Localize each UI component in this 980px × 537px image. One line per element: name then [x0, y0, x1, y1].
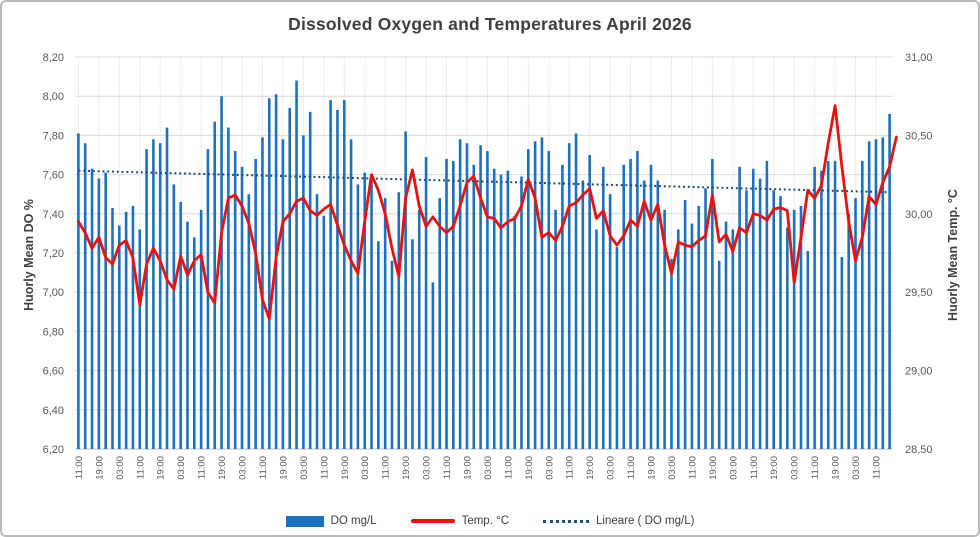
legend-label-temp: Temp. °C — [461, 515, 509, 527]
svg-text:03:00: 03:00 — [422, 456, 433, 480]
legend: DO mg/L Temp. °C Lineare ( DO mg/L) — [2, 515, 978, 527]
legend-label-do: DO mg/L — [330, 515, 377, 527]
svg-text:7,60: 7,60 — [43, 170, 64, 182]
svg-text:29,00: 29,00 — [905, 366, 933, 378]
do-bars — [77, 80, 891, 450]
svg-text:11:00: 11:00 — [871, 456, 882, 479]
svg-text:8,00: 8,00 — [43, 91, 64, 103]
svg-text:29,50: 29,50 — [905, 287, 933, 299]
svg-text:11:00: 11:00 — [749, 456, 760, 479]
svg-text:11:00: 11:00 — [810, 456, 821, 479]
chart-title: Dissolved Oxygen and Temperatures April … — [288, 14, 692, 34]
svg-text:03:00: 03:00 — [115, 456, 126, 480]
svg-text:03:00: 03:00 — [360, 456, 371, 480]
svg-text:19:00: 19:00 — [278, 456, 289, 480]
horizontal-gridlines — [75, 56, 893, 450]
legend-item-do: DO mg/L — [285, 515, 377, 527]
svg-text:7,20: 7,20 — [43, 248, 64, 260]
svg-text:6,40: 6,40 — [43, 405, 64, 417]
svg-text:11:00: 11:00 — [626, 456, 637, 479]
right-tick-labels: 31,00 30,50 30,00 29,50 29,00 28,50 — [905, 52, 933, 456]
svg-text:03:00: 03:00 — [299, 456, 310, 480]
svg-text:30,50: 30,50 — [905, 130, 933, 142]
svg-text:11:00: 11:00 — [565, 456, 576, 479]
svg-text:03:00: 03:00 — [483, 456, 494, 480]
svg-text:28,50: 28,50 — [905, 444, 933, 456]
svg-text:19:00: 19:00 — [217, 456, 228, 480]
svg-text:19:00: 19:00 — [769, 456, 780, 480]
svg-text:19:00: 19:00 — [462, 456, 473, 480]
svg-text:11:00: 11:00 — [197, 456, 208, 479]
svg-text:19:00: 19:00 — [831, 456, 842, 480]
svg-text:03:00: 03:00 — [667, 456, 678, 480]
svg-text:03:00: 03:00 — [238, 456, 249, 480]
svg-text:19:00: 19:00 — [585, 456, 596, 480]
svg-text:19:00: 19:00 — [401, 456, 412, 480]
temp-line-swatch-icon — [410, 519, 455, 523]
legend-item-trend: Lineare ( DO mg/L) — [543, 515, 694, 527]
svg-text:7,00: 7,00 — [43, 287, 64, 299]
svg-text:7,40: 7,40 — [43, 209, 64, 221]
svg-text:11:00: 11:00 — [319, 456, 330, 479]
svg-text:11:00: 11:00 — [381, 456, 392, 479]
svg-text:03:00: 03:00 — [176, 456, 187, 480]
svg-text:11:00: 11:00 — [258, 456, 269, 479]
legend-item-temp: Temp. °C — [410, 515, 509, 527]
svg-text:6,80: 6,80 — [43, 326, 64, 338]
svg-text:03:00: 03:00 — [606, 456, 617, 480]
svg-text:8,20: 8,20 — [43, 52, 64, 64]
svg-text:11:00: 11:00 — [442, 456, 453, 479]
svg-text:19:00: 19:00 — [156, 456, 167, 480]
trendline-do — [78, 169, 890, 194]
svg-text:11:00: 11:00 — [135, 456, 146, 479]
svg-text:19:00: 19:00 — [647, 456, 658, 480]
svg-text:7,80: 7,80 — [43, 130, 64, 142]
svg-text:6,60: 6,60 — [43, 366, 64, 378]
svg-text:11:00: 11:00 — [503, 456, 514, 479]
x-tick-labels: 11:00 19:00 03:00 11:00 19:00 03:00 11:00 19:00… — [74, 456, 883, 480]
left-tick-labels: 8,20 8,00 7,80 7,60 7,40 7,20 7,00 6,80 6,60 6,40… — [43, 52, 64, 456]
do-bar-swatch-icon — [285, 515, 324, 527]
svg-text:11:00: 11:00 — [74, 456, 85, 479]
svg-text:03:00: 03:00 — [544, 456, 555, 480]
svg-text:11:00: 11:00 — [687, 456, 698, 479]
svg-text:19:00: 19:00 — [340, 456, 351, 480]
trend-dotted-swatch-icon — [543, 519, 589, 523]
svg-text:19:00: 19:00 — [524, 456, 535, 480]
svg-text:31,00: 31,00 — [905, 52, 933, 64]
svg-text:19:00: 19:00 — [94, 456, 105, 480]
svg-text:03:00: 03:00 — [851, 456, 862, 480]
legend-label-trend: Lineare ( DO mg/L) — [596, 515, 695, 527]
svg-text:30,00: 30,00 — [905, 209, 933, 221]
svg-text:03:00: 03:00 — [790, 456, 801, 480]
svg-text:6,20: 6,20 — [43, 444, 64, 456]
svg-text:03:00: 03:00 — [728, 456, 739, 480]
temp-line — [77, 104, 898, 321]
svg-text:19:00: 19:00 — [708, 456, 719, 480]
